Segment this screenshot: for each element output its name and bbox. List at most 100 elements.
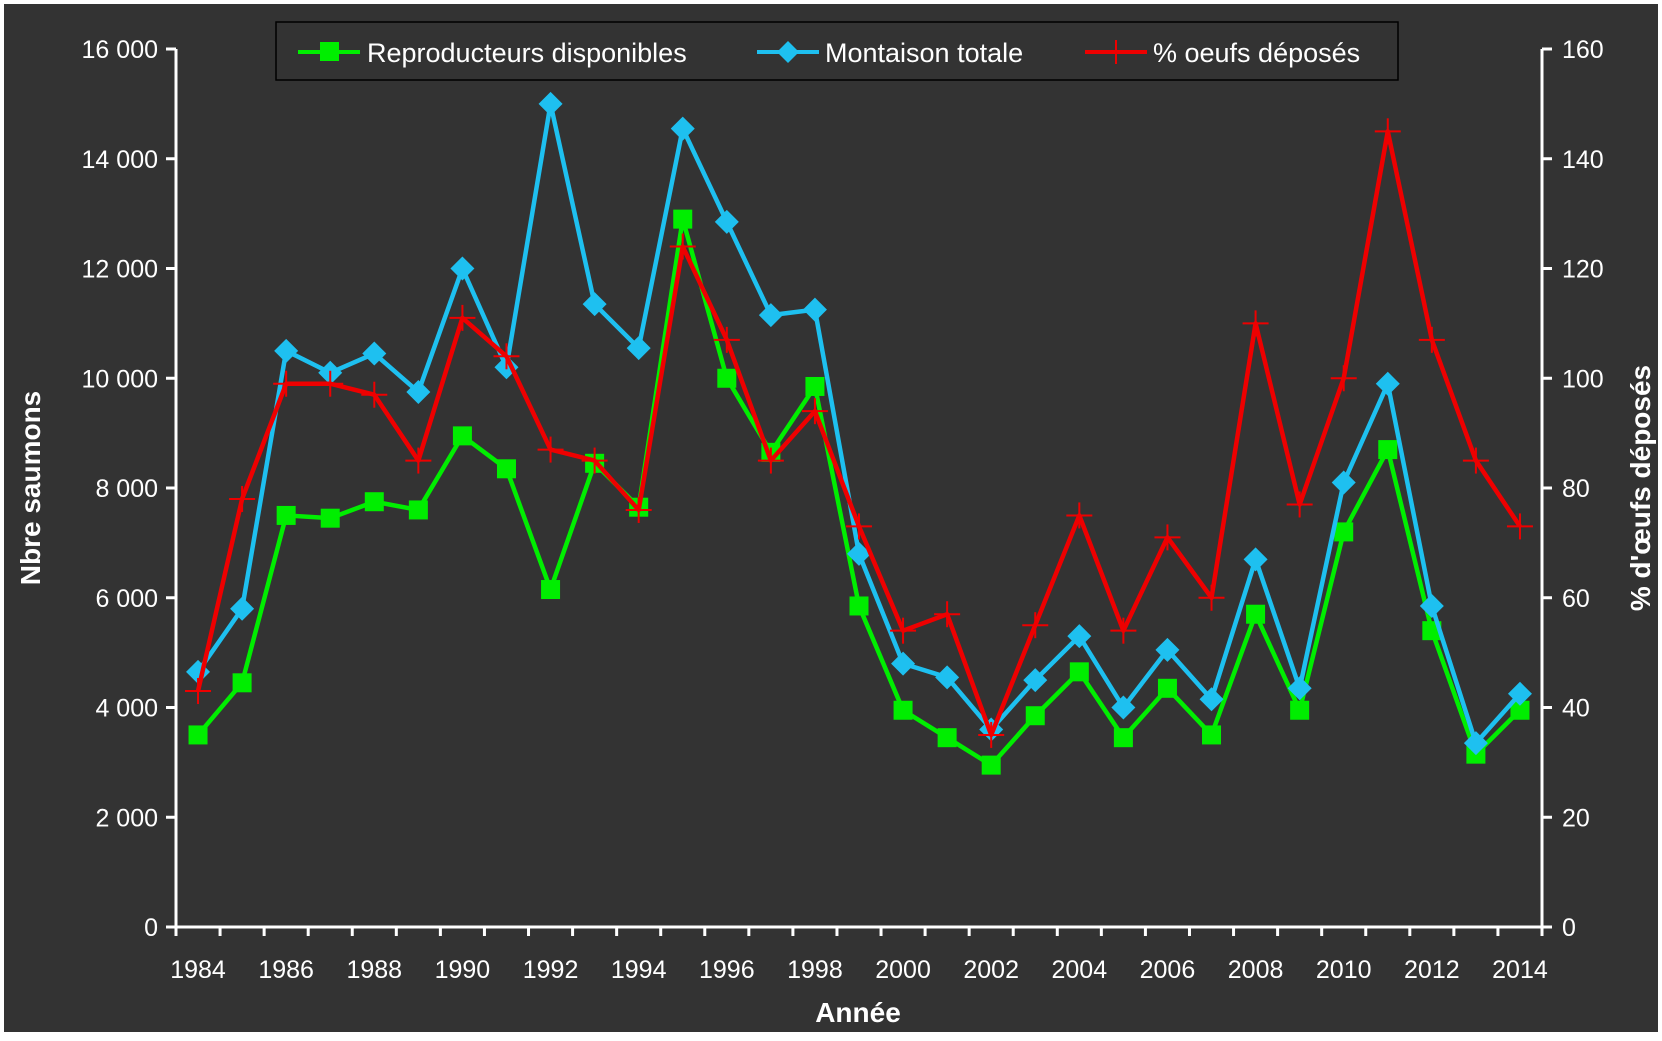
x-axis-title: Année bbox=[815, 997, 901, 1028]
data-point-plus bbox=[1066, 502, 1093, 529]
y-right-tick-label: 100 bbox=[1562, 365, 1604, 393]
data-point-diamond bbox=[538, 91, 563, 116]
y-right-axis-title: % d'œufs déposés bbox=[1625, 365, 1656, 611]
data-point-plus bbox=[229, 485, 256, 512]
data-point-diamond bbox=[1331, 470, 1356, 495]
data-point-square bbox=[1113, 728, 1133, 748]
data-point-square bbox=[1334, 522, 1354, 542]
legend-label-montaison: Montaison totale bbox=[825, 38, 1023, 68]
data-point-plus bbox=[1242, 310, 1269, 337]
y-right-tick-label: 120 bbox=[1562, 256, 1604, 284]
data-point-diamond bbox=[1111, 695, 1136, 720]
y-left-tick-label: 2 000 bbox=[95, 804, 158, 832]
y-left-axis-title: Nbre saumons bbox=[15, 391, 46, 586]
y-right-tick-label: 0 bbox=[1562, 914, 1576, 942]
x-tick-label: 2006 bbox=[1140, 956, 1196, 984]
data-point-square bbox=[981, 755, 1001, 775]
data-point-diamond bbox=[1023, 668, 1048, 693]
x-ticks: 1984 1986 1988 1990 1992 1994 1996 1998 2000 2002… bbox=[170, 927, 1548, 984]
data-point-plus bbox=[1374, 118, 1401, 145]
data-point-diamond bbox=[626, 336, 651, 361]
legend: Reproducteurs disponibles Montaison tota… bbox=[275, 21, 1399, 81]
data-point-diamond bbox=[891, 651, 916, 676]
x-tick-label: 1994 bbox=[611, 956, 667, 984]
data-point-diamond bbox=[1287, 676, 1312, 701]
x-tick-label: 2004 bbox=[1052, 956, 1108, 984]
data-point-square bbox=[1025, 706, 1045, 726]
x-tick-label: 1992 bbox=[523, 956, 579, 984]
data-point-diamond bbox=[1199, 687, 1224, 712]
y-left-tick-label: 14 000 bbox=[82, 146, 158, 174]
y-right-ticks: 0 20 40 60 80 100 120 140 160 bbox=[1542, 36, 1604, 942]
data-point-square bbox=[937, 728, 957, 748]
data-point-square bbox=[276, 505, 296, 525]
series-layer bbox=[185, 91, 1533, 775]
data-point-square bbox=[232, 673, 252, 693]
y-left-tick-label: 8 000 bbox=[95, 475, 158, 503]
y-right-tick-label: 80 bbox=[1562, 475, 1590, 503]
data-point-square bbox=[717, 368, 737, 388]
data-point-diamond bbox=[1243, 547, 1268, 572]
x-tick-label: 2008 bbox=[1228, 956, 1284, 984]
data-point-plus bbox=[890, 617, 917, 644]
data-point-square bbox=[320, 508, 340, 528]
x-tick-label: 1988 bbox=[346, 956, 402, 984]
data-point-plus bbox=[185, 678, 212, 705]
legend-marker-square bbox=[320, 42, 339, 61]
data-point-plus bbox=[757, 447, 784, 474]
x-tick-label: 2000 bbox=[875, 956, 931, 984]
data-point-diamond bbox=[1067, 624, 1092, 649]
data-point-plus bbox=[801, 398, 828, 425]
series-1 bbox=[186, 91, 1532, 756]
data-point-square bbox=[1246, 604, 1266, 624]
data-point-diamond bbox=[1419, 593, 1444, 618]
data-point-plus bbox=[1110, 617, 1137, 644]
series-0 bbox=[188, 209, 1530, 775]
data-point-diamond bbox=[274, 338, 299, 363]
data-point-square bbox=[1290, 700, 1310, 720]
data-point-plus bbox=[1022, 612, 1049, 639]
data-point-diamond bbox=[935, 665, 960, 690]
data-point-diamond bbox=[406, 379, 431, 404]
data-point-plus bbox=[361, 381, 388, 408]
data-point-square bbox=[408, 500, 428, 520]
data-point-plus bbox=[1330, 365, 1357, 392]
x-tick-label: 2014 bbox=[1492, 956, 1548, 984]
data-point-plus bbox=[1286, 491, 1313, 518]
data-point-square bbox=[1069, 662, 1089, 682]
y-right-tick-label: 160 bbox=[1562, 36, 1604, 64]
data-point-diamond bbox=[582, 292, 607, 317]
data-point-plus bbox=[1418, 326, 1445, 353]
data-point-diamond bbox=[362, 341, 387, 366]
data-point-square bbox=[452, 426, 472, 446]
legend-item-montaison: Montaison totale bbox=[757, 38, 1023, 68]
y-left-tick-label: 12 000 bbox=[82, 256, 158, 284]
y-left-tick-label: 10 000 bbox=[82, 365, 158, 393]
data-point-plus bbox=[846, 513, 872, 540]
data-point-plus bbox=[493, 343, 520, 370]
data-point-diamond bbox=[1375, 371, 1400, 396]
data-point-diamond bbox=[714, 209, 739, 234]
legend-label-oeufs: % oeufs déposés bbox=[1153, 38, 1360, 68]
data-point-square bbox=[893, 700, 913, 720]
y-left-tick-label: 4 000 bbox=[95, 695, 158, 723]
y-left-ticks: 0 2 000 4 000 6 000 8 000 10 000 12 000 14 000 1… bbox=[82, 36, 176, 942]
data-point-plus bbox=[1198, 584, 1225, 611]
data-point-square bbox=[1510, 700, 1530, 720]
legend-item-oeufs: % oeufs déposés bbox=[1085, 38, 1360, 68]
x-tick-label: 1984 bbox=[170, 956, 226, 984]
y-right-tick-label: 140 bbox=[1562, 146, 1604, 174]
x-tick-label: 1998 bbox=[787, 956, 843, 984]
data-point-square bbox=[364, 492, 384, 512]
data-point-diamond bbox=[450, 256, 475, 281]
y-right-tick-label: 60 bbox=[1562, 585, 1590, 613]
data-point-square bbox=[188, 725, 208, 745]
data-point-square bbox=[541, 580, 561, 600]
data-point-diamond bbox=[1507, 681, 1532, 706]
x-tick-label: 1986 bbox=[258, 956, 314, 984]
data-point-square bbox=[1157, 678, 1177, 698]
data-point-plus bbox=[581, 447, 608, 474]
data-point-plus bbox=[273, 370, 300, 397]
x-tick-label: 2012 bbox=[1404, 956, 1460, 984]
